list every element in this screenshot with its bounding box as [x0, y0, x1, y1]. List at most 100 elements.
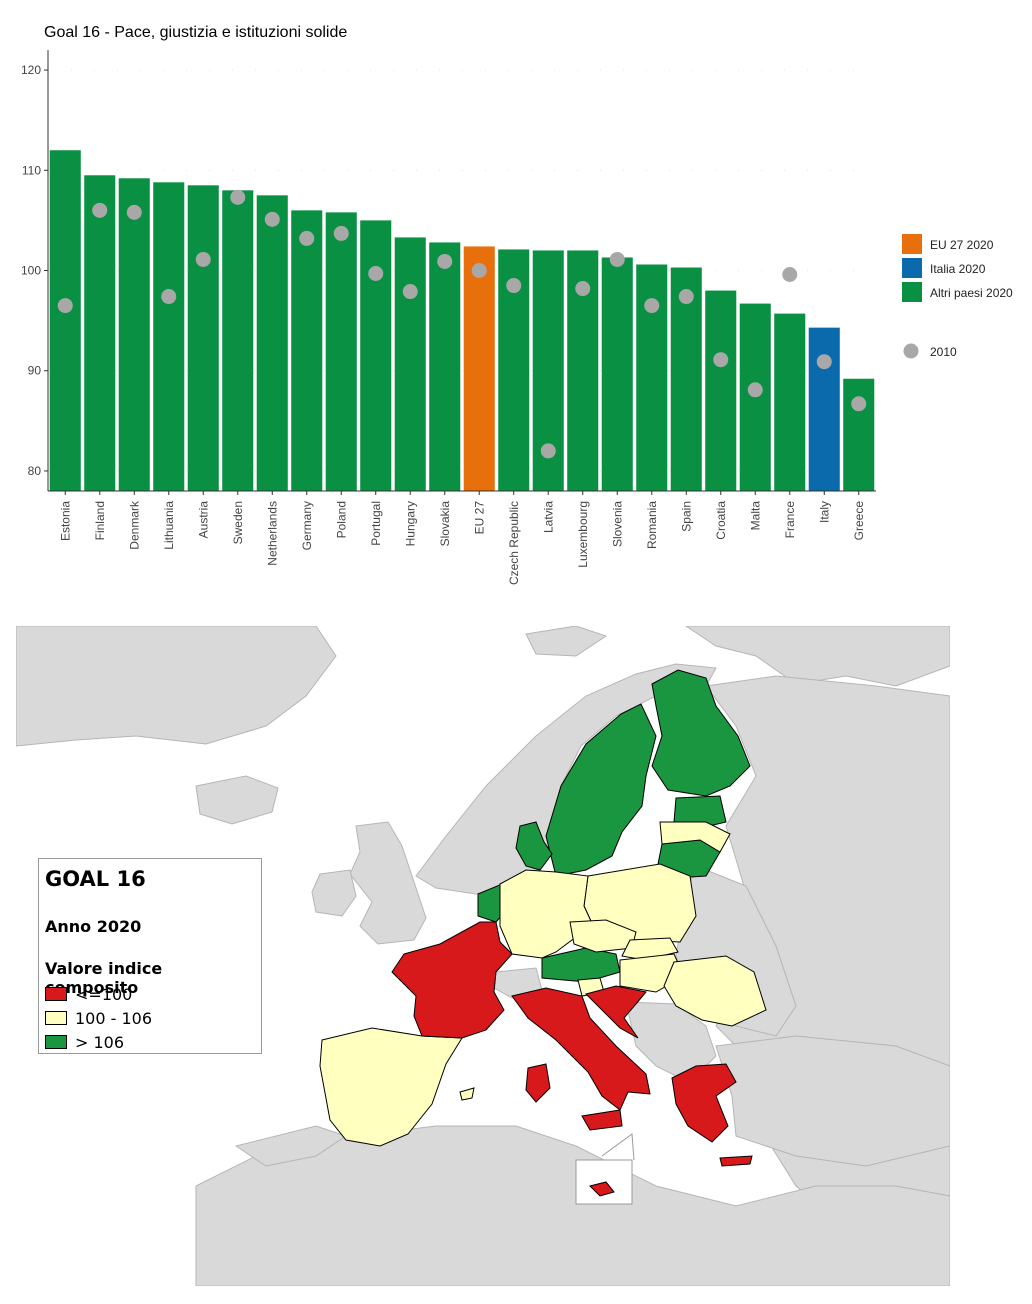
point-2010-croatia — [713, 352, 729, 368]
bar-greece — [843, 378, 875, 491]
y-tick-label: 80 — [28, 464, 42, 478]
bar-estonia — [49, 150, 81, 491]
map-legend-title: GOAL 16 — [45, 867, 146, 891]
romania-shape — [663, 955, 767, 1027]
bar-finland — [84, 175, 116, 491]
x-tick-label: Romania — [645, 501, 659, 549]
legend-label-2010: 2010 — [930, 345, 957, 359]
x-tick-label: Greece — [852, 501, 866, 541]
x-tick-label: Italy — [817, 501, 831, 523]
x-tick-label: Slovakia — [438, 501, 452, 547]
y-tick-label: 90 — [28, 364, 42, 378]
spain-portugal-shape — [319, 1027, 463, 1147]
iceland-shape — [195, 775, 279, 825]
bar-eu-27 — [463, 246, 495, 491]
x-tick-label: Croatia — [714, 501, 728, 540]
point-2010-luxembourg — [575, 281, 591, 297]
y-tick-label: 100 — [21, 264, 41, 278]
bar-croatia — [705, 290, 737, 491]
legend-label-0: EU 27 2020 — [930, 238, 994, 252]
x-tick-label: Czech Republic — [507, 501, 521, 585]
point-2010-portugal — [368, 266, 384, 282]
sweden-shape — [545, 703, 657, 877]
x-tick-label: Poland — [334, 501, 348, 538]
france-shape — [391, 921, 513, 1039]
point-2010-finland — [92, 202, 108, 218]
latvia-shape — [659, 821, 731, 853]
arctic-islands-shape — [685, 626, 950, 687]
italy-shape — [511, 987, 651, 1111]
uk-shape — [349, 821, 427, 945]
x-tick-label: Slovenia — [610, 501, 624, 547]
bar-germany — [291, 210, 323, 491]
x-tick-label: Estonia — [58, 501, 72, 541]
x-tick-label: Portugal — [369, 501, 383, 546]
bar-slovakia — [429, 242, 461, 491]
map-legend-item-high: > 106 — [45, 1032, 125, 1052]
bar-france — [774, 313, 806, 491]
point-2010-slovakia — [437, 253, 453, 269]
x-tick-label: Netherlands — [265, 501, 279, 566]
point-2010-hungary — [402, 284, 418, 300]
point-2010-lithuania — [161, 289, 177, 305]
finland-shape — [651, 669, 751, 797]
malta-inset — [575, 1133, 635, 1205]
greenland-shape — [16, 626, 337, 747]
point-2010-italy — [816, 354, 832, 370]
map-legend-swatch-low — [45, 987, 67, 1001]
point-2010-denmark — [126, 204, 142, 220]
x-tick-label: Germany — [300, 501, 314, 550]
point-2010-spain — [678, 289, 694, 305]
chart-title: Goal 16 - Pace, giustizia e istituzioni … — [44, 24, 347, 41]
point-2010-germany — [299, 230, 315, 246]
map-legend-swatch-high — [45, 1035, 67, 1049]
map-legend-swatch-mid — [45, 1011, 67, 1025]
ireland-shape — [311, 869, 357, 917]
bar-poland — [325, 212, 357, 492]
turkey-shape — [715, 1035, 950, 1167]
crete-shape — [719, 1155, 753, 1167]
legend-swatch-0 — [902, 234, 922, 254]
bar-slovenia — [601, 257, 633, 491]
point-2010-czech-republic — [506, 278, 522, 294]
x-tick-label: Lithuania — [162, 501, 176, 550]
choropleth-map: GOAL 16 Anno 2020 Valore indice composit… — [16, 626, 950, 1286]
greece-shape — [671, 1063, 737, 1143]
map-legend: GOAL 16 Anno 2020 Valore indice composit… — [38, 858, 262, 1054]
point-2010-austria — [195, 251, 211, 267]
legend-label-1: Italia 2020 — [930, 262, 986, 276]
legend-swatch-2010 — [903, 343, 919, 359]
croatia-shape — [585, 985, 647, 1039]
point-2010-france — [782, 267, 798, 283]
x-tick-label: Sweden — [231, 501, 245, 544]
bar-chart: Goal 16 - Pace, giustizia e istituzioni … — [21, 24, 1013, 585]
map-legend-item-mid: 100 - 106 — [45, 1008, 153, 1028]
point-2010-latvia — [540, 443, 556, 459]
bar-lithuania — [153, 182, 185, 492]
baleares-shape — [459, 1087, 475, 1101]
map-legend-label-mid: 100 - 106 — [75, 1008, 153, 1028]
point-2010-slovenia — [609, 251, 625, 267]
map-canvas — [16, 626, 950, 1286]
x-tick-label: Malta — [748, 501, 762, 531]
map-legend-subtitle: Valore indice composito — [45, 959, 163, 997]
map-legend-year: Anno 2020 — [45, 917, 142, 936]
x-tick-label: Denmark — [127, 500, 141, 550]
map-legend-item-low: <=100 — [45, 984, 133, 1004]
x-tick-label: Luxembourg — [576, 501, 590, 568]
sicily-shape — [581, 1109, 623, 1131]
map-legend-label-high: > 106 — [75, 1032, 125, 1052]
legend-label-2: Altri paesi 2020 — [930, 286, 1013, 300]
bar-italy — [808, 327, 840, 491]
bar-netherlands — [256, 195, 288, 492]
y-tick-label: 120 — [21, 63, 41, 77]
bar-malta — [739, 303, 771, 491]
x-tick-label: EU 27 — [472, 501, 486, 535]
legend-swatch-1 — [902, 258, 922, 278]
x-tick-label: Austria — [196, 501, 210, 539]
x-tick-label: Hungary — [403, 501, 417, 546]
map-legend-label-low: <=100 — [75, 984, 133, 1004]
bar-austria — [187, 185, 219, 491]
y-tick-label: 110 — [22, 163, 41, 177]
point-2010-romania — [644, 298, 660, 314]
